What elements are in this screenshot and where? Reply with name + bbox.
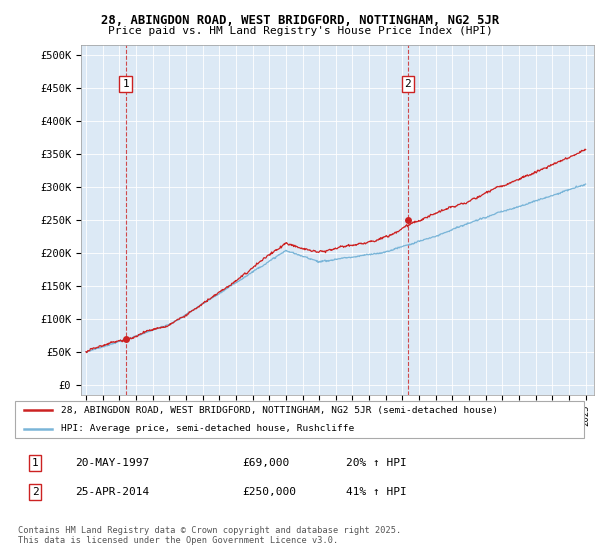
Text: 1: 1 bbox=[122, 79, 129, 89]
Text: 1: 1 bbox=[32, 458, 38, 468]
Text: 28, ABINGDON ROAD, WEST BRIDGFORD, NOTTINGHAM, NG2 5JR (semi-detached house): 28, ABINGDON ROAD, WEST BRIDGFORD, NOTTI… bbox=[61, 405, 498, 414]
Text: 20-MAY-1997: 20-MAY-1997 bbox=[76, 458, 149, 468]
Text: HPI: Average price, semi-detached house, Rushcliffe: HPI: Average price, semi-detached house,… bbox=[61, 424, 354, 433]
Text: 25-APR-2014: 25-APR-2014 bbox=[76, 487, 149, 497]
Text: £69,000: £69,000 bbox=[242, 458, 290, 468]
Text: 2: 2 bbox=[32, 487, 38, 497]
FancyBboxPatch shape bbox=[15, 401, 584, 438]
Text: Price paid vs. HM Land Registry's House Price Index (HPI): Price paid vs. HM Land Registry's House … bbox=[107, 26, 493, 36]
Text: 41% ↑ HPI: 41% ↑ HPI bbox=[346, 487, 407, 497]
Text: 28, ABINGDON ROAD, WEST BRIDGFORD, NOTTINGHAM, NG2 5JR: 28, ABINGDON ROAD, WEST BRIDGFORD, NOTTI… bbox=[101, 14, 499, 27]
Text: Contains HM Land Registry data © Crown copyright and database right 2025.
This d: Contains HM Land Registry data © Crown c… bbox=[18, 526, 401, 545]
Text: 2: 2 bbox=[404, 79, 411, 89]
Text: 20% ↑ HPI: 20% ↑ HPI bbox=[346, 458, 407, 468]
Text: £250,000: £250,000 bbox=[242, 487, 296, 497]
